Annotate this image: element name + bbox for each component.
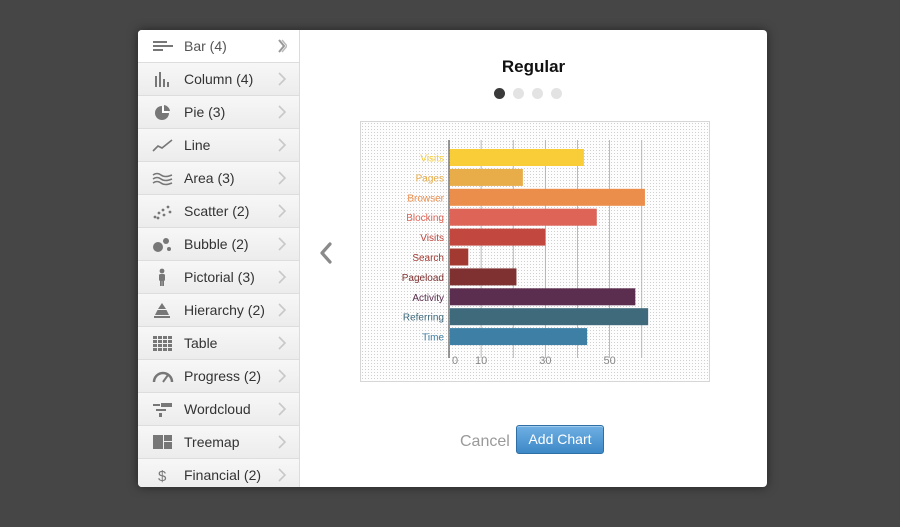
line-chart-icon <box>152 136 174 154</box>
previous-arrow-icon[interactable] <box>317 240 335 266</box>
sidebar-item-line[interactable]: Line <box>138 129 299 162</box>
chevron-right-icon <box>277 72 287 86</box>
sidebar-item-hierarchy[interactable]: Hierarchy (2) <box>138 294 299 327</box>
bar <box>450 328 588 346</box>
sidebar-item-treemap[interactable]: Treemap <box>138 426 299 459</box>
sidebar-item-label: Table <box>184 335 218 351</box>
sidebar-item-scatter[interactable]: Scatter (2) <box>138 195 299 228</box>
sidebar-item-label: Wordcloud <box>184 401 251 417</box>
sidebar-item-label: Bar (4) <box>184 38 227 54</box>
bar <box>450 208 597 226</box>
gauge-icon <box>152 367 174 385</box>
bar <box>450 228 546 246</box>
bar <box>450 288 636 306</box>
cancel-button[interactable]: Cancel <box>460 433 510 450</box>
sidebar-item-label: Area (3) <box>184 170 235 186</box>
category-label: Blocking <box>406 213 444 224</box>
sidebar-item-label: Pie (3) <box>184 104 226 120</box>
carousel-pagination <box>494 88 570 100</box>
area-chart-icon <box>152 169 174 187</box>
chevron-right-icon <box>277 237 287 251</box>
category-label: Browser <box>407 193 444 204</box>
category-label: Referring <box>403 313 444 324</box>
bar <box>450 308 649 326</box>
pyramid-icon <box>152 301 174 319</box>
chart-preview[interactable]: Visits Pages Browser Blocking Visits Search Pa… <box>360 121 710 382</box>
category-label: Pageload <box>402 273 444 284</box>
bar-chart: Visits Pages Browser Blocking Visits Search Pa… <box>402 140 649 367</box>
chevron-right-icon <box>277 435 287 449</box>
sidebar-item-pie[interactable]: Pie (3) <box>138 96 299 129</box>
sidebar-item-label: Bubble (2) <box>184 236 249 252</box>
chevron-right-icon <box>277 105 287 119</box>
chevron-right-icon <box>277 336 287 350</box>
sidebar-item-label: Progress (2) <box>184 368 262 384</box>
treemap-icon <box>152 433 174 451</box>
x-tick-label: 0 <box>452 355 458 367</box>
bar <box>450 248 469 266</box>
category-label: Search <box>412 253 444 264</box>
svg-text:$: $ <box>158 468 167 484</box>
sidebar-item-label: Hierarchy (2) <box>184 302 265 318</box>
chevron-right-icon <box>277 369 287 383</box>
chart-preview-panel: Regular Visits Pages Browser Blocking Visits… <box>300 30 767 487</box>
chevron-right-icon <box>277 303 287 317</box>
pie-chart-icon <box>152 103 174 121</box>
sidebar-item-column[interactable]: Column (4) <box>138 63 299 96</box>
sidebar-item-financial[interactable]: $ Financial (2) <box>138 459 299 487</box>
category-label: Visits <box>420 154 444 165</box>
chevron-right-icon <box>277 204 287 218</box>
carousel-dot[interactable] <box>532 88 543 99</box>
scatter-chart-icon <box>152 202 174 220</box>
sidebar-item-label: Treemap <box>184 434 240 450</box>
bar <box>450 149 584 166</box>
bar-chart-icon <box>152 37 174 55</box>
sidebar-item-bar[interactable]: Bar (4) <box>138 30 299 63</box>
column-chart-icon <box>152 70 174 88</box>
chart-picker-dialog: Bar (4) Column (4) Pie (3) Line Area (3) Scat… <box>138 30 767 487</box>
chart-variant-title: Regular <box>501 57 566 76</box>
bubble-chart-icon <box>152 235 174 253</box>
sidebar-item-bubble[interactable]: Bubble (2) <box>138 228 299 261</box>
sidebar-item-label: Scatter (2) <box>184 203 250 219</box>
x-tick-label: 10 <box>475 355 487 367</box>
chart-type-sidebar: Bar (4) Column (4) Pie (3) Line Area (3) Scat… <box>138 30 300 487</box>
carousel-dot[interactable] <box>494 88 505 99</box>
table-grid-icon <box>152 334 174 352</box>
carousel-dot[interactable] <box>551 88 562 99</box>
bar <box>450 168 523 186</box>
chevron-right-icon <box>277 468 287 482</box>
category-label: Visits <box>420 233 444 244</box>
sidebar-item-label: Financial (2) <box>184 467 262 483</box>
sidebar-item-label: Pictorial (3) <box>184 269 255 285</box>
chevron-right-icon <box>277 402 287 416</box>
chevron-right-icon <box>277 39 288 53</box>
sidebar-item-label: Column (4) <box>184 71 254 87</box>
wordcloud-icon <box>152 400 174 418</box>
sidebar-item-wordcloud[interactable]: Wordcloud <box>138 393 299 426</box>
bar <box>450 268 517 286</box>
chevron-right-icon <box>277 138 287 152</box>
category-label: Time <box>422 333 444 344</box>
category-label: Activity <box>412 293 444 304</box>
chevron-right-icon <box>277 171 287 185</box>
add-chart-button[interactable]: Add Chart <box>516 425 604 454</box>
x-tick-label: 50 <box>603 355 615 367</box>
category-label: Pages <box>416 173 444 184</box>
sidebar-item-area[interactable]: Area (3) <box>138 162 299 195</box>
x-tick-label: 30 <box>539 355 551 367</box>
person-icon <box>152 268 174 286</box>
chevron-right-icon <box>277 270 287 284</box>
bar <box>450 188 645 206</box>
sidebar-item-pictorial[interactable]: Pictorial (3) <box>138 261 299 294</box>
sidebar-item-label: Line <box>184 137 211 153</box>
sidebar-item-progress[interactable]: Progress (2) <box>138 360 299 393</box>
sidebar-item-table[interactable]: Table <box>138 327 299 360</box>
carousel-dot[interactable] <box>513 88 524 99</box>
dollar-icon: $ <box>152 466 174 485</box>
